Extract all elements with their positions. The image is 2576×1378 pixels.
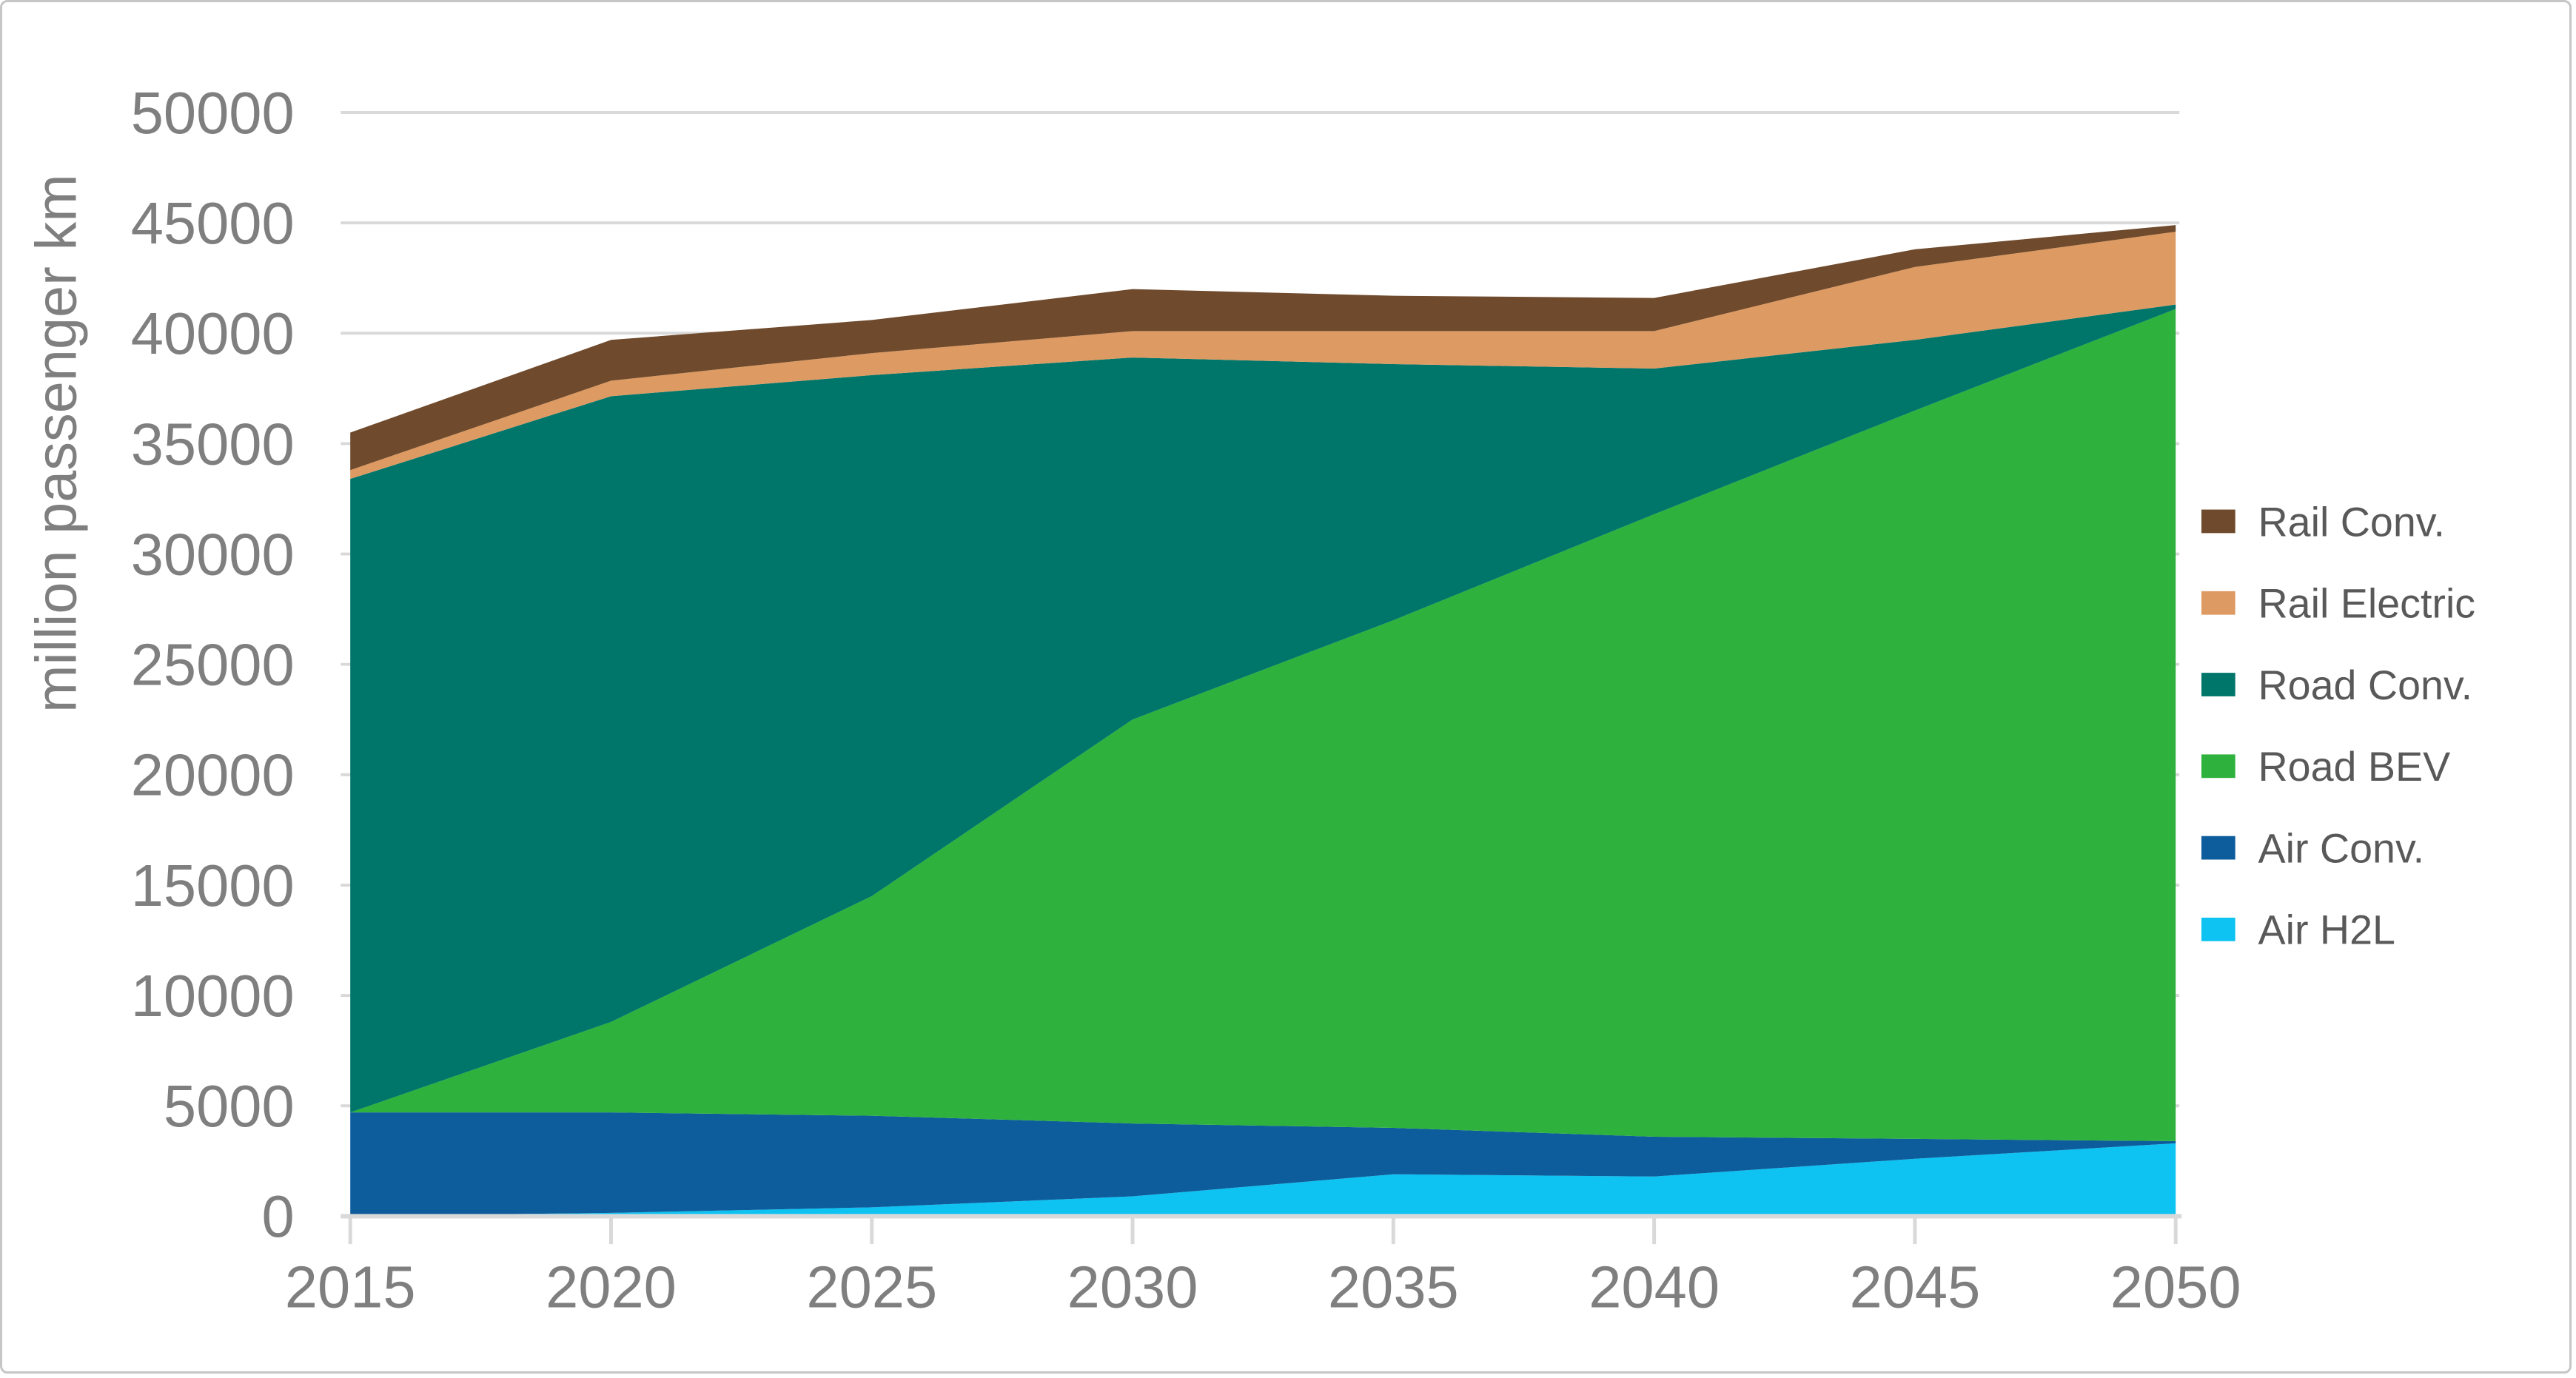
area-series-rail-electric [350, 232, 2176, 480]
area-series-air-conv [350, 1112, 2176, 1217]
y-tick-label-25000: 25000 [131, 632, 295, 698]
legend-item-air-h2l: Air H2L [2201, 907, 2395, 953]
legend-item-air-conv: Air Conv. [2201, 825, 2424, 871]
x-tick-label-2050: 2050 [2110, 1254, 2241, 1320]
legend-swatch-air-conv [2201, 836, 2235, 860]
y-tick-label-35000: 35000 [131, 411, 295, 477]
legend-label-rail-conv: Rail Conv. [2258, 499, 2444, 545]
legend-item-rail-conv: Rail Conv. [2201, 499, 2445, 545]
legend-swatch-road-bev [2201, 754, 2235, 779]
legend-item-road-conv: Road Conv. [2201, 662, 2472, 708]
y-tick-label-20000: 20000 [131, 742, 295, 808]
y-tick-label-30000: 30000 [131, 521, 295, 587]
legend-swatch-rail-conv [2201, 509, 2235, 534]
x-tick-label-2035: 2035 [1328, 1254, 1459, 1320]
legend-label-air-conv: Air Conv. [2258, 825, 2424, 871]
area-series-air-h2l [350, 1143, 2176, 1217]
legend-item-rail-electric: Rail Electric [2201, 581, 2475, 627]
legend-item-road-bev: Road BEV [2201, 744, 2450, 790]
y-tick-label-15000: 15000 [131, 853, 295, 918]
y-tick-label-45000: 45000 [131, 190, 295, 256]
y-tick-label-0: 0 [261, 1183, 294, 1249]
x-tick-label-2045: 2045 [1850, 1254, 1981, 1320]
legend-swatch-road-conv [2201, 673, 2235, 696]
legend-swatch-rail-electric [2201, 591, 2235, 615]
y-tick-label-5000: 5000 [164, 1073, 295, 1139]
x-tick-label-2025: 2025 [806, 1254, 937, 1320]
x-tick-label-2015: 2015 [285, 1254, 416, 1320]
area-series-layer [350, 225, 2176, 1217]
legend-label-rail-electric: Rail Electric [2258, 581, 2475, 627]
area-series-road-bev [350, 309, 2176, 1141]
legend-label-air-h2l: Air H2L [2258, 907, 2395, 953]
y-axis-title: million passenger km [25, 174, 89, 713]
legend: Rail Conv. Rail Electric Road Conv. Road BE… [2201, 499, 2475, 953]
area-series-road-conv [350, 304, 2176, 1113]
axes-layer [341, 1214, 2182, 1245]
y-tick-label-40000: 40000 [131, 300, 295, 366]
legend-label-road-conv: Road Conv. [2258, 662, 2472, 708]
y-tick-label-10000: 10000 [131, 963, 295, 1029]
area-series-rail-conv [350, 225, 2176, 471]
legend-swatch-air-h2l [2201, 917, 2235, 941]
x-tick-label-2040: 2040 [1589, 1254, 1720, 1320]
legend-label-road-bev: Road BEV [2258, 744, 2450, 790]
x-tick-label-2030: 2030 [1067, 1254, 1198, 1320]
x-tick-label-2020: 2020 [546, 1254, 677, 1320]
tick-labels-layer: 2015 2020 2025 2030 2035 2040 2045 2050 0 5000 100… [131, 80, 2241, 1320]
y-tick-label-50000: 50000 [131, 80, 295, 146]
